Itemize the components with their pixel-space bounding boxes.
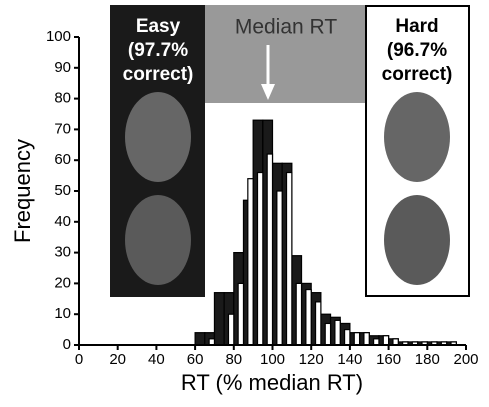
bar [305, 288, 312, 346]
bar [295, 282, 303, 346]
face [384, 92, 450, 182]
y-tick-label: 60 [54, 151, 71, 168]
x-tick-label: 160 [376, 351, 401, 368]
bar [194, 332, 206, 346]
x-tick-label: 200 [453, 351, 478, 368]
bar [227, 313, 235, 346]
hard-label: correct) [382, 64, 453, 85]
y-tick-label: 90 [54, 59, 71, 76]
face [384, 195, 450, 285]
y-tick-label: 40 [54, 213, 71, 230]
bar [324, 322, 332, 346]
y-tick-label: 100 [46, 28, 71, 45]
bar [237, 282, 245, 346]
bar [363, 332, 370, 346]
median-label: Median RT [235, 16, 337, 39]
y-tick-label: 30 [54, 244, 71, 261]
x-tick-label: 100 [260, 351, 285, 368]
bar [285, 171, 293, 346]
bar [353, 332, 361, 346]
bar [334, 319, 341, 346]
median-band [205, 5, 365, 103]
bar [382, 335, 390, 346]
x-tick-label: 80 [225, 351, 242, 368]
y-axis-label: Frequency [10, 139, 35, 243]
x-tick-label: 20 [109, 351, 126, 368]
y-tick-label: 70 [54, 120, 71, 137]
bar [247, 178, 254, 346]
bar [276, 190, 283, 346]
y-tick-label: 50 [54, 182, 71, 199]
y-tick-label: 10 [54, 305, 71, 322]
bar [256, 171, 264, 346]
arrow-head [261, 84, 275, 100]
bar [343, 329, 351, 346]
easy-label: (97.7% [128, 40, 188, 61]
bar [213, 292, 225, 346]
x-tick-label: 140 [337, 351, 362, 368]
bar [266, 153, 274, 346]
x-axis-label: RT (% median RT) [181, 370, 363, 395]
y-tick-label: 0 [63, 336, 71, 353]
face [125, 92, 191, 182]
bar [314, 301, 322, 346]
easy-label: correct) [123, 64, 194, 85]
easy-label: Easy [136, 16, 181, 37]
x-tick-label: 40 [148, 351, 165, 368]
x-tick-label: 120 [299, 351, 324, 368]
hard-label: (96.7% [387, 40, 447, 61]
x-tick-label: 0 [75, 351, 83, 368]
x-tick-label: 60 [187, 351, 204, 368]
x-tick-label: 180 [415, 351, 440, 368]
y-tick-label: 20 [54, 274, 71, 291]
face [125, 195, 191, 285]
hard-label: Hard [395, 16, 438, 37]
y-tick-label: 80 [54, 90, 71, 107]
